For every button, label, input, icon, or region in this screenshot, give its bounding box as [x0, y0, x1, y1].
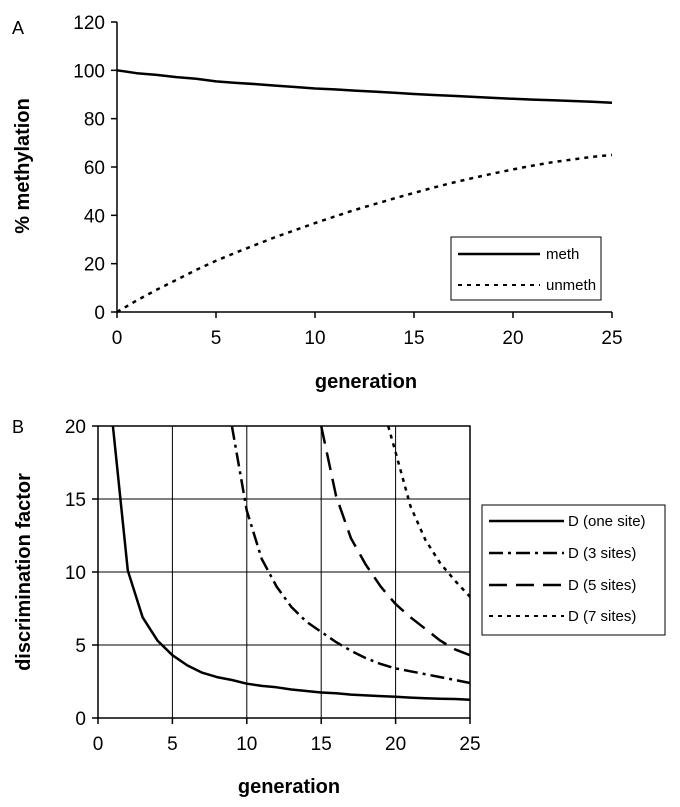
a-y-tick-label: 60	[84, 158, 105, 179]
a-y-tick-label: 40	[84, 206, 105, 227]
b-x-tick-label: 25	[459, 734, 480, 755]
panel-b-plot-frame	[97, 425, 471, 719]
b-x-tick-label: 0	[93, 734, 104, 755]
b-x-tick-label: 5	[167, 734, 178, 755]
b-y-tick-label: 5	[75, 636, 86, 657]
panel-b-x-axis-title: generation	[238, 776, 340, 798]
a-x-tick-label: 20	[502, 328, 523, 349]
panel-a-legend-box	[450, 236, 602, 301]
panel-a-y-ticks: 0 20 40 60 80 100 120	[73, 13, 117, 324]
panel-b: B 0 5 10 15 20 0 5 10 15 20 25 discrimination fac…	[12, 417, 666, 798]
b-x-tick-label: 10	[236, 734, 257, 755]
a-series-unmeth	[116, 153, 613, 314]
b-x-tick-label: 15	[311, 734, 332, 755]
panel-b-y-ticks: 0 5 10 15 20	[65, 417, 98, 730]
a-x-tick-label: 0	[112, 328, 123, 349]
b-y-tick-label: 10	[65, 563, 86, 584]
panel-b-x-ticks: 0 5 10 15 20 25	[93, 718, 481, 755]
panel-b-label: B	[12, 417, 24, 437]
a-x-tick-label: 10	[304, 328, 325, 349]
a-y-tick-label: 100	[73, 61, 105, 82]
legend-label-unmeth: unmeth	[546, 277, 596, 294]
panel-a-y-axis-title: % methylation	[12, 98, 34, 234]
panel-b-lines	[111, 425, 471, 702]
legend-label-d-3-sites: D (3 sites)	[568, 545, 636, 562]
a-y-tick-label: 80	[84, 110, 105, 131]
panel-b-legend-box	[481, 504, 666, 636]
b-series-d-5-sites	[319, 425, 471, 657]
legend-label-d-7-sites: D (7 sites)	[568, 608, 636, 625]
legend-label-d-5-sites: D (5 sites)	[568, 577, 636, 594]
legend-label-meth: meth	[546, 246, 579, 263]
panel-a-lines	[116, 69, 613, 314]
b-x-tick-label: 20	[385, 734, 406, 755]
panel-a-x-axis-title: generation	[315, 371, 417, 393]
a-x-tick-label: 25	[601, 328, 622, 349]
b-y-tick-label: 0	[75, 709, 86, 730]
b-y-tick-label: 20	[65, 417, 86, 438]
panel-b-y-axis-title: discrimination factor	[13, 473, 35, 671]
a-x-tick-label: 15	[403, 328, 424, 349]
panel-a: A 0 20 40 60 80 100 120 0 5 10 15 20 25 % methylati…	[12, 13, 623, 393]
panel-a-x-ticks: 0 5 10 15 20 25	[112, 312, 623, 349]
b-series-d-7-sites	[386, 425, 471, 598]
b-y-tick-label: 15	[65, 490, 86, 511]
a-y-tick-label: 20	[84, 255, 105, 276]
panel-a-label: A	[12, 18, 24, 38]
panel-b-grid	[97, 425, 471, 719]
a-series-meth	[116, 69, 613, 104]
b-series-d-one-site	[111, 425, 471, 702]
a-x-tick-label: 5	[211, 328, 222, 349]
a-y-tick-label: 120	[73, 13, 105, 34]
panel-b-legend: D (one site) D (3 sites) D (5 sites) D (…	[481, 504, 666, 636]
a-y-tick-label: 0	[94, 303, 105, 324]
panel-a-legend: meth unmeth	[450, 236, 602, 301]
legend-label-d-one-site: D (one site)	[568, 513, 646, 530]
